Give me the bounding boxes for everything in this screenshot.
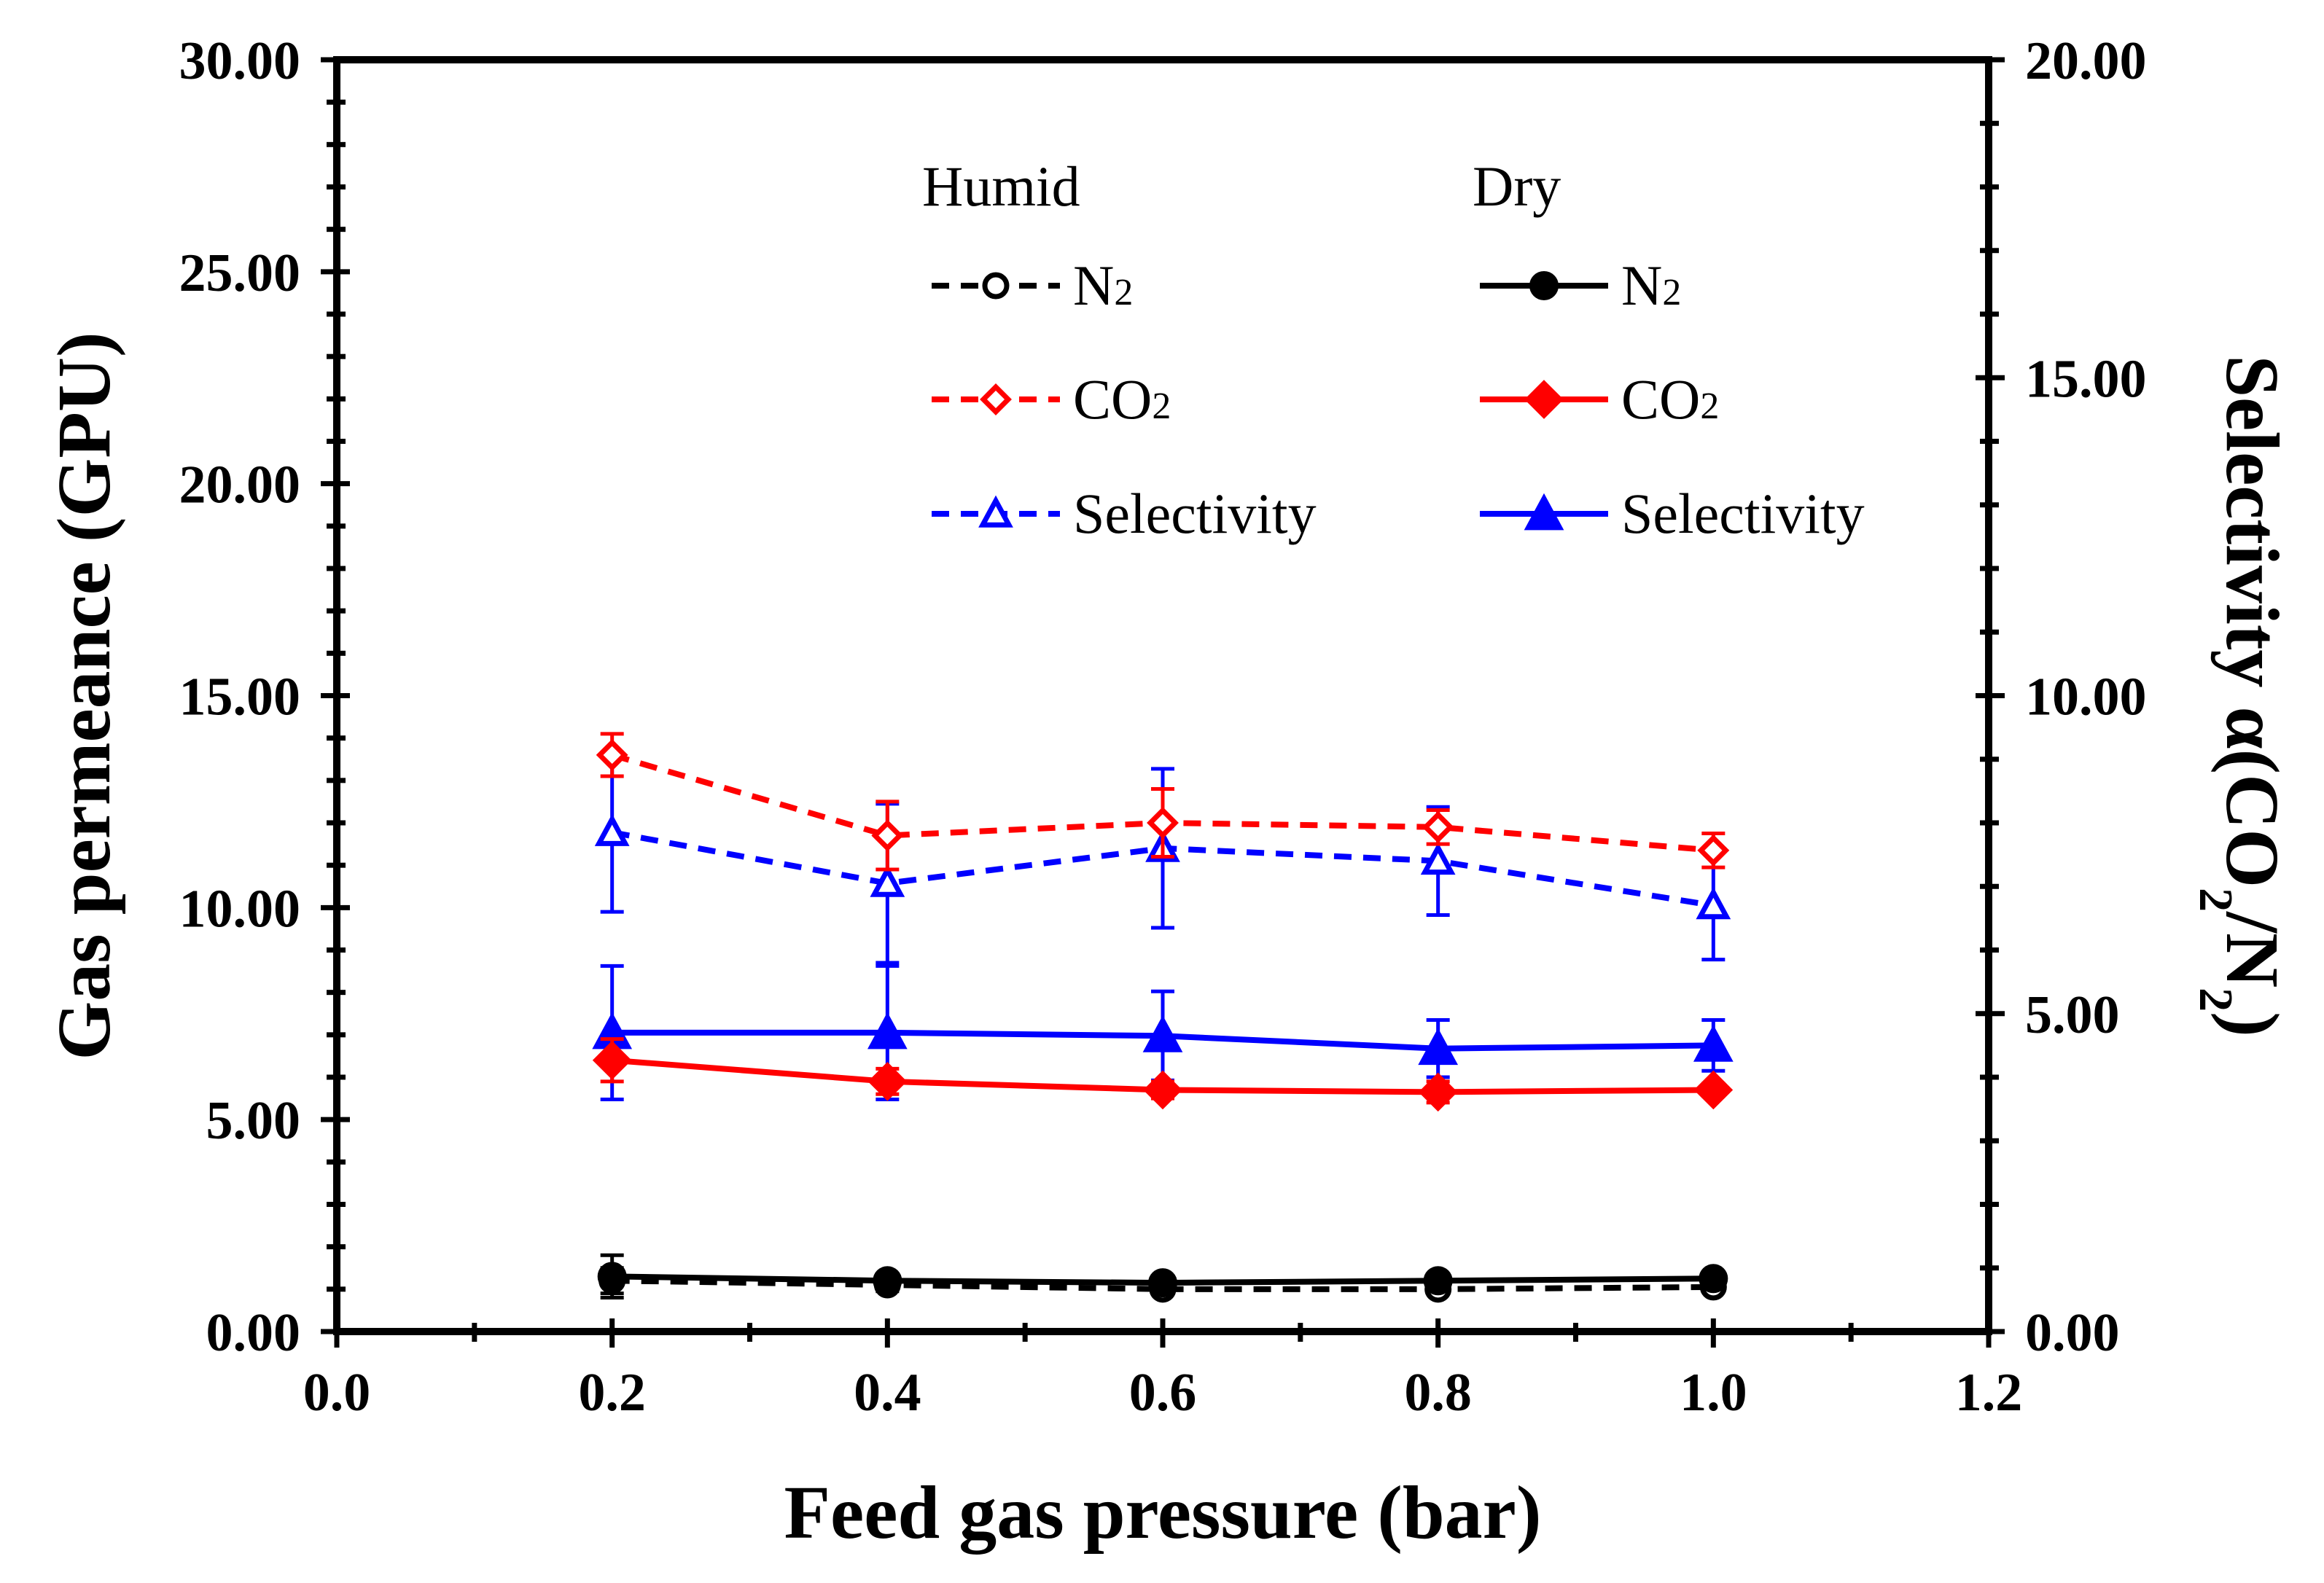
legend-label-dry-n2: N2 bbox=[1621, 254, 1681, 317]
data-point bbox=[1147, 807, 1179, 839]
data-point bbox=[596, 738, 628, 771]
legend-marker-humid-co2 bbox=[980, 383, 1012, 415]
axis-ticks: 0.0 0.2 0.4 0.6 0.8 1.0 1.20.005.0010.0015.002… bbox=[179, 31, 2147, 1423]
series-dry-n2 bbox=[597, 1253, 1728, 1299]
y2-axis-title: Selectivity α(CO2/N2) bbox=[2190, 355, 2295, 1037]
legend-label-dry-co2: CO2 bbox=[1621, 367, 1719, 431]
x-tick-label: 0.4 bbox=[854, 1363, 921, 1423]
series-dry-selectivity bbox=[592, 964, 1734, 1102]
data-point bbox=[1142, 1015, 1183, 1052]
y-tick-label: 20.00 bbox=[179, 456, 301, 515]
x-tick-label: 0.6 bbox=[1129, 1363, 1197, 1423]
y-tick-label: 25.00 bbox=[179, 243, 301, 303]
series-dry-co2 bbox=[592, 1037, 1734, 1112]
data-point bbox=[594, 813, 630, 846]
legend-label-humid-selectivity: Selectivity bbox=[1073, 482, 1317, 545]
data-point bbox=[592, 1040, 632, 1080]
series-line bbox=[612, 1278, 1714, 1292]
y2-tick-label: 20.00 bbox=[2025, 31, 2147, 91]
legend-marker-humid-selectivity bbox=[978, 495, 1013, 528]
data-point bbox=[1693, 1070, 1734, 1110]
x-tick-label: 0.2 bbox=[578, 1363, 646, 1423]
data-point bbox=[1420, 842, 1456, 875]
data-point bbox=[597, 1262, 627, 1291]
legend-label-dry-selectivity: Selectivity bbox=[1621, 482, 1865, 545]
series-humid-co2 bbox=[596, 732, 1730, 872]
y-tick-label: 15.00 bbox=[179, 668, 301, 727]
legend-heading-dry: Dry bbox=[1473, 155, 1561, 218]
data-point bbox=[1423, 1266, 1453, 1296]
legend: Humid Dry N2 N2 CO2 CO2 Selectivity Selectivity bbox=[922, 155, 1865, 545]
data-point bbox=[867, 1012, 908, 1050]
data-point bbox=[1418, 1028, 1459, 1066]
x-axis-title: Feed gas pressure (bar) bbox=[784, 1471, 1542, 1555]
y-tick-label: 5.00 bbox=[206, 1091, 301, 1151]
series-layer bbox=[592, 732, 1734, 1303]
x-tick-label: 0.0 bbox=[303, 1363, 371, 1423]
legend-marker-dry-n2 bbox=[1529, 271, 1559, 300]
y2-tick-label: 5.00 bbox=[2025, 985, 2120, 1045]
data-point bbox=[867, 1061, 908, 1101]
x-tick-label: 1.2 bbox=[1955, 1363, 2023, 1423]
data-point bbox=[1699, 1264, 1728, 1294]
data-point bbox=[1143, 1070, 1182, 1110]
legend-heading-humid: Humid bbox=[922, 155, 1080, 218]
legend-label-humid-n2: N2 bbox=[1073, 254, 1133, 317]
data-point bbox=[1418, 1072, 1458, 1112]
data-point bbox=[1148, 1268, 1177, 1298]
data-point bbox=[1697, 834, 1730, 867]
x-tick-label: 1.0 bbox=[1680, 1363, 1747, 1423]
legend-marker-humid-n2 bbox=[982, 272, 1010, 300]
y2-tick-label: 0.00 bbox=[2025, 1303, 2120, 1363]
legend-marker-dry-co2 bbox=[1524, 380, 1564, 419]
y-tick-label: 10.00 bbox=[179, 879, 301, 939]
y2-tick-label: 10.00 bbox=[2025, 668, 2147, 727]
y-tick-label: 0.00 bbox=[206, 1303, 301, 1363]
y-axis-title: Gas permeance (GPU) bbox=[42, 332, 126, 1060]
data-point bbox=[1693, 1025, 1734, 1062]
data-point bbox=[1422, 810, 1454, 843]
data-point bbox=[870, 864, 905, 897]
x-tick-label: 0.8 bbox=[1404, 1363, 1472, 1423]
legend-marker-dry-selectivity bbox=[1524, 493, 1564, 531]
y2-tick-label: 15.00 bbox=[2025, 349, 2147, 409]
y-tick-label: 30.00 bbox=[179, 31, 301, 91]
data-point bbox=[873, 1266, 902, 1296]
plot-frame bbox=[333, 56, 1992, 1335]
data-point bbox=[1696, 887, 1731, 920]
legend-label-humid-co2: CO2 bbox=[1073, 367, 1171, 431]
data-point bbox=[871, 819, 904, 852]
